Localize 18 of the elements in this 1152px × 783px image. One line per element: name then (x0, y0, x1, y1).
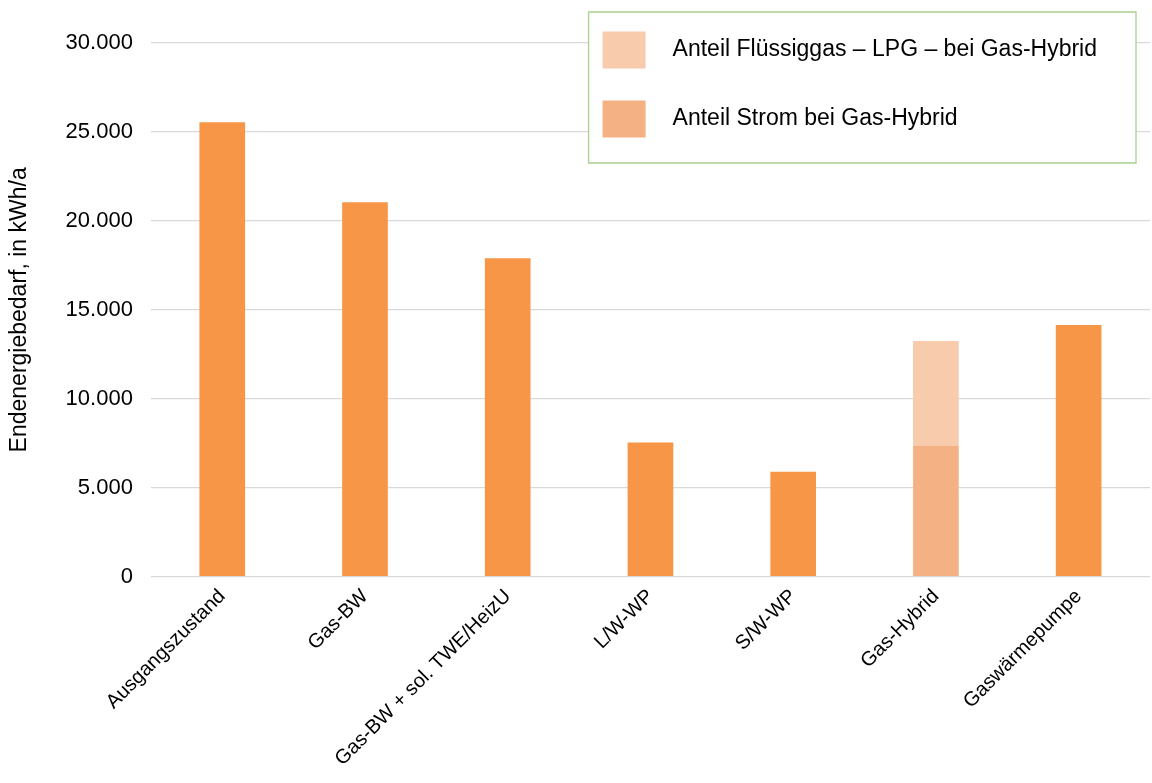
y-tick-label: 5.000 (77, 473, 133, 499)
legend-label: Anteil Strom bei Gas-Hybrid (672, 104, 958, 131)
bar (913, 445, 959, 577)
legend-label: Anteil Flüssiggas – LPG – bei Gas-Hybrid (672, 35, 1098, 62)
bar (342, 202, 388, 577)
y-tick-label: 30.000 (65, 29, 133, 55)
bar (199, 122, 246, 577)
y-tick-label: 15.000 (65, 295, 133, 321)
bar (770, 471, 817, 577)
y-axis-title: Endenergiebedarf, in kWh/a (5, 167, 32, 453)
y-tick-label: 10.000 (65, 384, 133, 410)
bar (1055, 324, 1102, 577)
y-tick-label: 20.000 (65, 206, 133, 232)
bar (627, 442, 674, 577)
bar (484, 258, 531, 577)
y-tick-label: 0 (120, 562, 133, 588)
y-tick-label: 25.000 (65, 118, 133, 144)
bar (913, 340, 959, 446)
